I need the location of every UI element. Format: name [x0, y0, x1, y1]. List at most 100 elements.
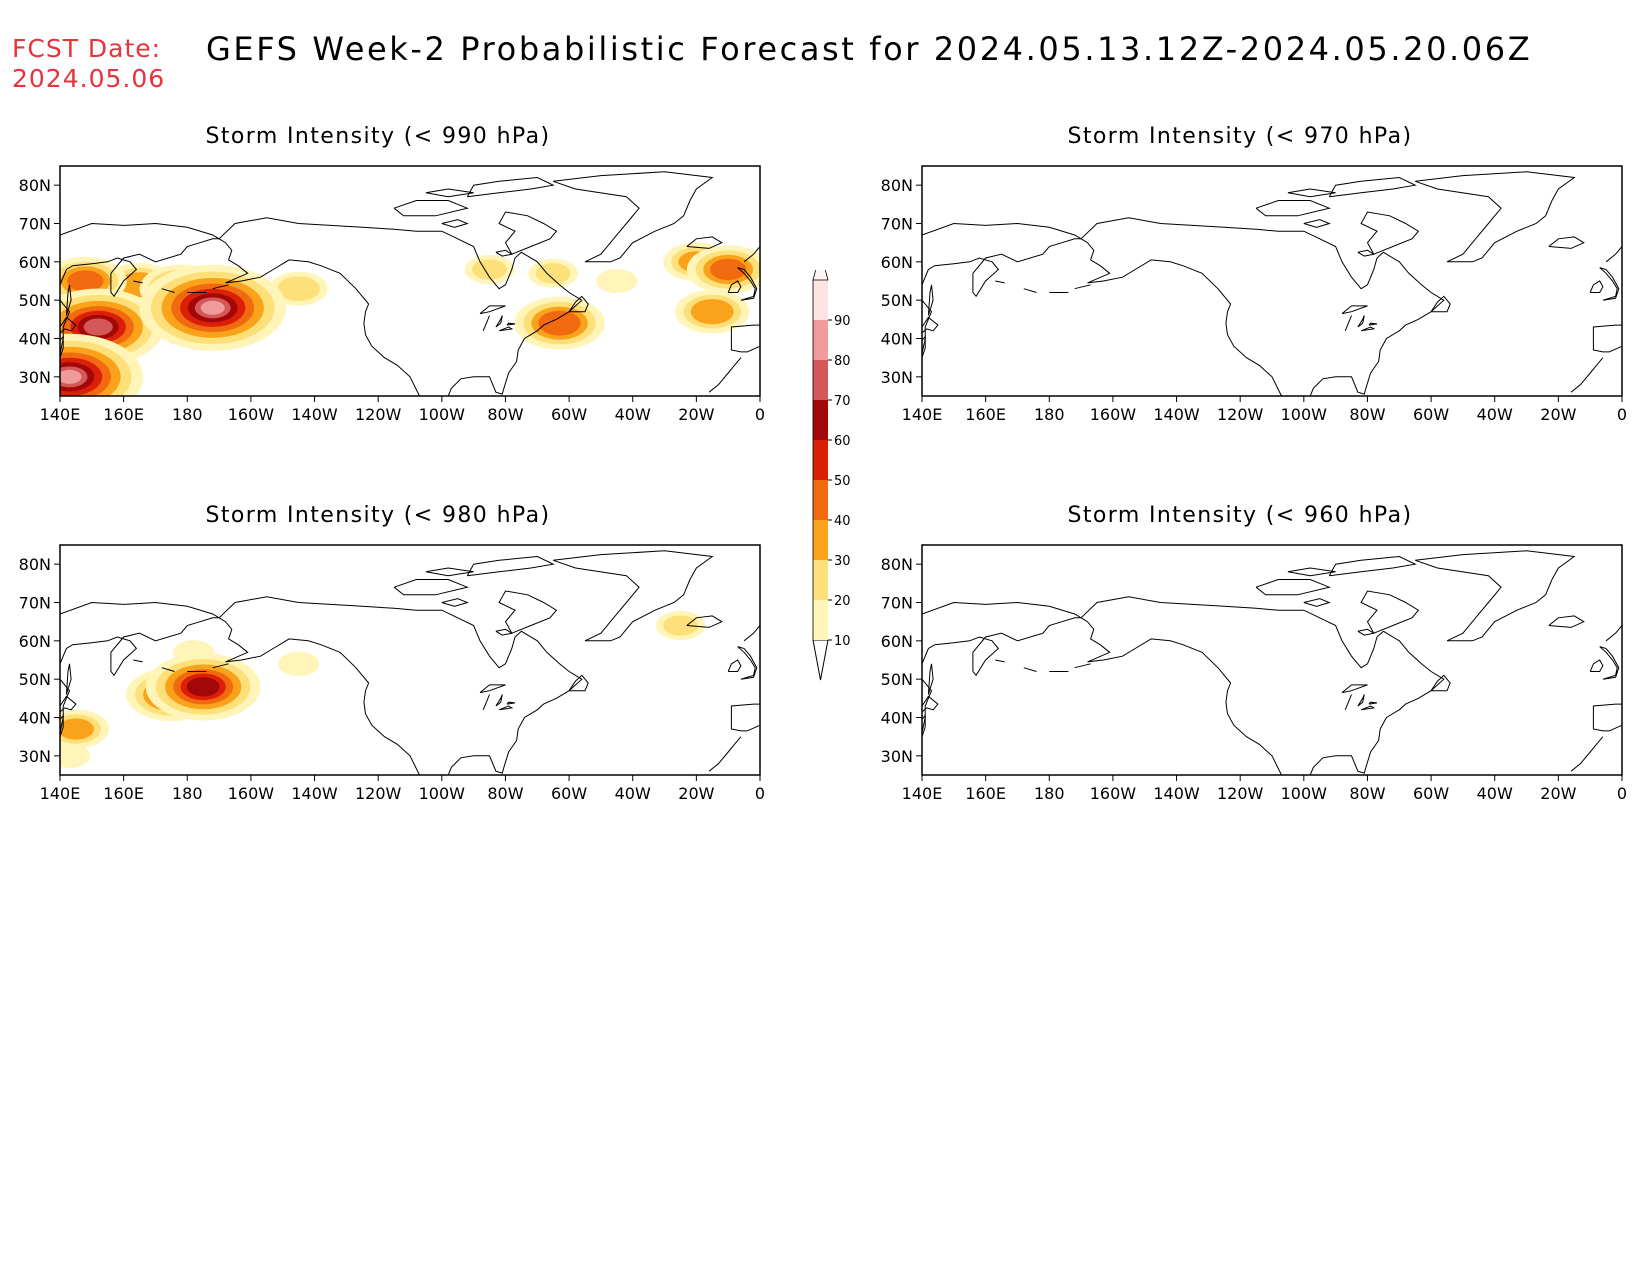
lon-tick-label: 160E [965, 405, 1006, 424]
coastline [1360, 705, 1376, 711]
lon-tick-label: 60W [1413, 784, 1449, 803]
forecast-date-label: FCST Date: [12, 34, 162, 63]
coastline [922, 335, 926, 358]
lat-tick-label: 30N [19, 747, 51, 766]
lon-tick-label: 40W [615, 405, 651, 424]
coastlines [60, 550, 760, 775]
coastline [1357, 628, 1376, 636]
coastline [1344, 694, 1352, 710]
lon-tick-label: 180 [1034, 405, 1065, 424]
coastline [218, 238, 420, 396]
map-frame [59, 544, 761, 776]
lat-tick-label: 50N [881, 291, 913, 310]
coastline [466, 176, 555, 198]
colorbar-label: 10 [834, 634, 851, 649]
coastline [1368, 701, 1378, 705]
colorbar-segment [813, 600, 828, 640]
coastline [686, 236, 723, 249]
coastline [1287, 188, 1336, 198]
coastline [498, 211, 558, 255]
coastline [1344, 315, 1352, 331]
coastline [922, 222, 1082, 240]
coastline [1080, 238, 1282, 396]
coastline [1360, 326, 1376, 332]
coastline [1341, 684, 1368, 694]
lon-tick-label: 140E [902, 405, 943, 424]
coastline [1303, 598, 1331, 607]
colorbar-segment [813, 280, 828, 320]
probability-contour [277, 276, 320, 302]
lon-tick-label: 180 [172, 784, 203, 803]
lon-tick-label: 100W [1281, 784, 1328, 803]
colorbar-label: 70 [834, 394, 851, 409]
coastline [737, 267, 758, 301]
panel-960hpa: Storm Intensity (< 960 hPa) 80N 70N 60N 50N… [881, 503, 1650, 803]
lon-tick-label: 140E [40, 784, 81, 803]
coastline [393, 200, 469, 217]
map-frame [921, 544, 1623, 776]
map-svg: 80N 70N 60N 50N 40N 30N 140E 160E 180 160W 140W 120… [19, 544, 765, 803]
coastline [1080, 217, 1445, 396]
coastline [927, 663, 934, 695]
probability-contour [200, 300, 225, 315]
lat-tick-label: 30N [881, 368, 913, 387]
coastline [1430, 295, 1451, 313]
coastline [927, 284, 934, 316]
coastline [466, 555, 555, 577]
coastline [1570, 736, 1604, 772]
coastline [425, 567, 474, 577]
coastlines [922, 550, 1622, 775]
probability-contour [535, 263, 571, 284]
coastline [995, 280, 1005, 284]
lon-tick-label: 20W [1540, 405, 1576, 424]
main-title: GEFS Week-2 Probabilistic Forecast for 2… [206, 30, 1533, 68]
coastline [743, 246, 760, 263]
lon-tick-label: 20W [1540, 784, 1576, 803]
coastline [1368, 322, 1378, 326]
probability-shading [60, 242, 760, 396]
lat-tick-label: 30N [881, 747, 913, 766]
lon-tick-label: 160W [1090, 784, 1137, 803]
lon-tick-label: 0 [1617, 784, 1627, 803]
lon-tick-label: 20W [678, 405, 714, 424]
coastline [482, 315, 490, 331]
lat-tick-label: 80N [19, 176, 51, 195]
coastline [60, 316, 77, 334]
coastline [1080, 596, 1445, 775]
colorbar-segment [813, 480, 828, 520]
coastline [553, 550, 714, 642]
coastline [1570, 357, 1604, 393]
coastline [498, 326, 514, 332]
colorbar-label: 40 [834, 514, 851, 529]
colorbar-svg: 10 20 30 40 50 60 70 80 90 [812, 250, 851, 681]
lon-tick-label: 140W [1153, 405, 1200, 424]
coastline [133, 280, 143, 284]
lon-tick-label: 100W [419, 784, 466, 803]
colorbar-segment [813, 400, 828, 440]
coastline [133, 659, 143, 663]
coastline [1303, 219, 1331, 228]
panel-title: Storm Intensity (< 960 hPa) [1067, 503, 1413, 528]
coastline [161, 288, 175, 293]
coastline [212, 663, 229, 669]
coastline [495, 628, 514, 636]
lon-tick-label: 40W [615, 784, 651, 803]
lon-tick-label: 80W [487, 405, 523, 424]
lon-tick-label: 140E [40, 405, 81, 424]
coastline [922, 238, 1082, 354]
coastline [498, 590, 558, 634]
colorbar-label: 80 [834, 354, 851, 369]
panel-970hpa: Storm Intensity (< 970 hPa) 80N 70N 60N 50N… [881, 124, 1650, 424]
lat-tick-label: 70N [19, 594, 51, 613]
probability-contour [277, 651, 320, 676]
probability-contour [472, 259, 507, 280]
lon-tick-label: 120W [355, 784, 402, 803]
panel-980hpa: Storm Intensity (< 980 hPa) 80N 70N 60N 50N… [19, 503, 788, 803]
colorbar-segment [813, 320, 828, 360]
lon-tick-label: 40W [1477, 784, 1513, 803]
probability-contour [538, 310, 581, 336]
panel-title: Storm Intensity (< 970 hPa) [1067, 124, 1413, 149]
colorbar-low-triangle [812, 639, 829, 681]
coastline [1255, 579, 1331, 596]
lon-tick-label: 160W [228, 405, 275, 424]
